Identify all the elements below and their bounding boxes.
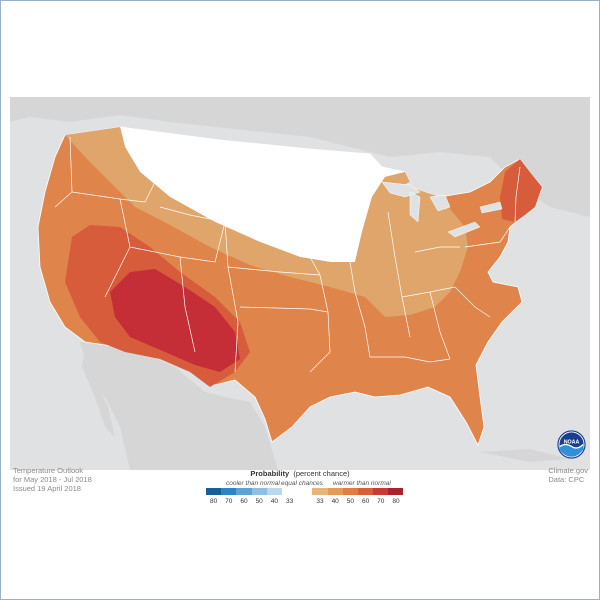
legend-swatch xyxy=(297,488,313,495)
great-lakes xyxy=(381,181,503,238)
legend-cooler-label: cooler than normal xyxy=(226,480,280,487)
legend-swatch xyxy=(312,488,328,495)
legend-swatch xyxy=(251,488,267,495)
legend-swatch xyxy=(327,488,343,495)
legend-swatch xyxy=(388,488,404,495)
legend-tick-label: 70 xyxy=(225,498,233,505)
legend-tick-label: 33 xyxy=(316,498,324,505)
legend-swatch xyxy=(236,488,252,495)
legend-title: Probability (percent chance) xyxy=(0,469,600,478)
legend-equal-label: equal chances xyxy=(281,480,323,487)
outlook-info: Temperature Outlook for May 2018 - Jul 2… xyxy=(13,466,92,493)
canada-landmass xyxy=(10,97,590,217)
state-borders xyxy=(54,136,521,373)
outlook-title: Temperature Outlook xyxy=(13,466,84,475)
legend-swatch xyxy=(342,488,358,495)
legend-title-rest: (percent chance) xyxy=(293,469,350,478)
legend-tick-label: 50 xyxy=(346,498,354,505)
region-equal-chances xyxy=(120,127,405,262)
source-info: Climate.gov Data: CPC xyxy=(548,466,588,484)
region-warm-33-40 xyxy=(65,127,468,317)
temperature-outlook-map xyxy=(10,97,590,470)
map-panel xyxy=(10,97,590,470)
legend-tick-label: 40 xyxy=(270,498,278,505)
outlook-period: for May 2018 - Jul 2018 xyxy=(13,475,92,484)
legend-warmer-label: warmer than normal xyxy=(333,480,391,487)
legend-swatch xyxy=(357,488,374,495)
legend-tick-label: 60 xyxy=(240,498,248,505)
legend-swatch xyxy=(221,488,237,495)
legend-tick-label: 70 xyxy=(377,498,385,505)
noaa-logo-icon: NOAA xyxy=(557,430,586,459)
legend-tick-label: 60 xyxy=(361,498,370,505)
legend-swatch xyxy=(281,488,298,495)
mexico-landmass xyxy=(80,342,278,470)
region-warm-60-70 xyxy=(110,269,240,372)
legend-swatch xyxy=(373,488,389,495)
cuba-island xyxy=(480,449,570,462)
source-site: Climate.gov xyxy=(548,466,588,475)
baja-peninsula xyxy=(82,347,115,437)
outlook-issued: Issued 19 April 2018 xyxy=(13,484,81,493)
legend-swatch xyxy=(206,488,222,495)
legend-title-bold: Probability xyxy=(250,469,290,478)
legend-tick-label: 33 xyxy=(285,498,294,505)
legend-tick-label: 80 xyxy=(209,498,218,505)
source-data: Data: CPC xyxy=(548,475,585,484)
legend-tick-label: 50 xyxy=(255,498,263,505)
legend-swatch xyxy=(266,488,282,495)
noaa-logo-text: NOAA xyxy=(564,440,580,446)
legend-tick-label: 40 xyxy=(331,498,339,505)
legend-tick-label: 80 xyxy=(392,498,400,505)
legend-color-bar xyxy=(206,488,404,495)
region-new-england xyxy=(500,159,542,222)
